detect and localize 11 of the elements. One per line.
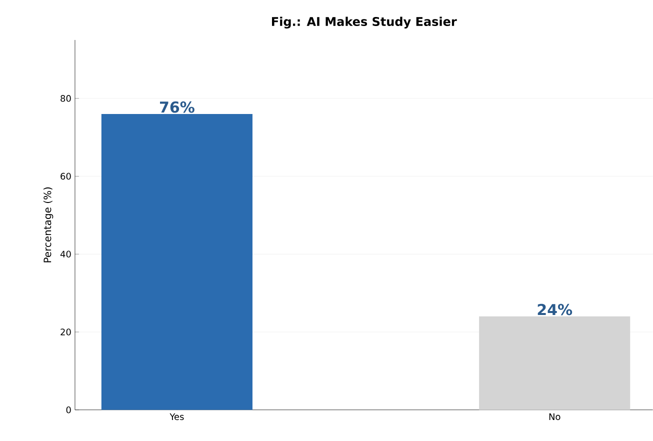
x-tick-label: No: [549, 413, 560, 420]
x-tick-label: Yes: [170, 413, 184, 420]
chart-title: Fig.: AI Makes Study Easier: [272, 16, 457, 29]
y-tick-label: 0: [66, 406, 71, 414]
y-tick-label: 20: [60, 328, 71, 336]
y-axis-title: Percentage (%): [43, 188, 54, 262]
data-label: 24%: [538, 304, 572, 316]
y-tick-label: 60: [60, 172, 71, 180]
y-tick-label: 80: [60, 95, 71, 102]
data-label: 76%: [160, 101, 194, 113]
y-tick-label: 40: [60, 250, 71, 258]
